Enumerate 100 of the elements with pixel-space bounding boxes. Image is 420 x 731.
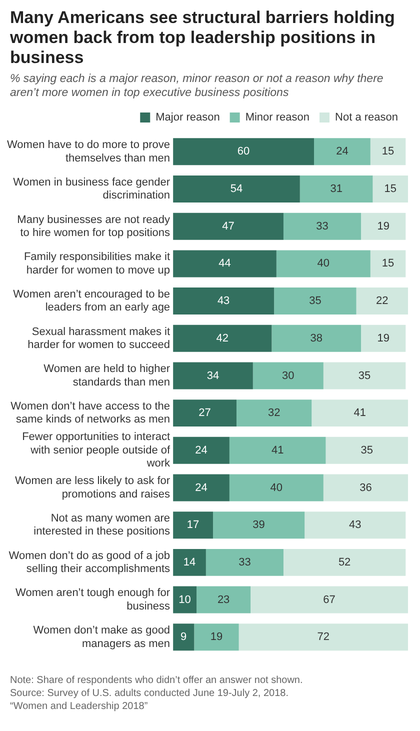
data-label: 35 [309, 295, 322, 308]
data-label: 41 [354, 407, 366, 420]
chart-title: Many Americans see structural barriers holding women back from top leadership positions in business [10, 8, 396, 68]
bar [173, 548, 206, 576]
bar [173, 324, 272, 352]
bar [304, 512, 406, 539]
legend-label: Major reason [156, 112, 220, 124]
y-tick-label: Family responsibilities make it harder for women to move up [24, 251, 170, 276]
data-label: 19 [377, 220, 390, 232]
text: “Women and Leadership 2018” [10, 700, 149, 713]
data-label: 33 [316, 220, 328, 232]
data-label: 39 [252, 519, 265, 532]
bar [372, 176, 408, 203]
bar [356, 288, 408, 315]
data-label: 14 [183, 556, 196, 568]
bar [272, 324, 362, 352]
bar [173, 138, 314, 166]
text: Note: Share of respondents who didn’t offer an answer not shown. [10, 674, 304, 687]
bar [173, 288, 274, 315]
bar [283, 212, 362, 240]
bar [229, 436, 326, 464]
y-tick-label: Women are held to higher standards than men [44, 363, 170, 388]
bar [173, 176, 300, 203]
data-label: 9 [180, 631, 187, 644]
data-label: 31 [330, 183, 342, 196]
bar [206, 548, 284, 576]
y-tick-label: Women don’t do as good of a job selling their accomplishments [8, 550, 171, 576]
data-label: 24 [195, 482, 208, 494]
data-label: 41 [271, 444, 284, 456]
data-label: 33 [238, 556, 251, 568]
bar [173, 512, 213, 539]
data-label: 40 [270, 482, 283, 494]
data-label: 10 [178, 594, 191, 606]
data-label: 15 [382, 146, 394, 158]
bar [300, 176, 373, 203]
data-label: 44 [218, 258, 231, 270]
data-label: 17 [186, 519, 200, 532]
y-tick-label: Many businesses are not ready to hire women for top positions [17, 214, 171, 239]
data-label: 34 [206, 370, 220, 382]
bar [236, 400, 312, 427]
data-label: 54 [230, 183, 243, 196]
data-label: 24 [336, 146, 348, 158]
data-label: 22 [376, 295, 388, 308]
bar [173, 474, 230, 502]
legend-label: Minor reason [245, 112, 310, 124]
bar [196, 586, 251, 614]
bar [323, 362, 406, 390]
y-tick-label: Women in business face gender discrimination [13, 176, 170, 202]
data-label: 27 [198, 407, 211, 420]
bar [370, 138, 406, 166]
y-tick-label: Women don’t make as good managers as men [33, 624, 170, 650]
bar [274, 288, 356, 315]
bar [173, 436, 230, 464]
bar [173, 400, 236, 427]
data-label: 36 [360, 482, 372, 494]
bar [276, 250, 370, 278]
bar [250, 586, 408, 614]
bar [252, 362, 324, 390]
bar [314, 138, 370, 166]
data-label: 72 [317, 631, 330, 644]
data-label: 47 [222, 220, 234, 232]
y-tick-label: Women don’t have access to the same kinds of networks as men [10, 400, 170, 426]
data-label: 67 [323, 594, 336, 606]
data-label: 52 [338, 556, 351, 568]
y-tick-label: Fewer opportunities to interact with senior people outside of work [22, 431, 171, 470]
y-tick-label: Women aren’t encouraged to be leaders from an early age [13, 288, 170, 314]
data-label: 15 [382, 258, 394, 270]
data-label: 24 [195, 444, 208, 456]
data-label: 30 [282, 370, 294, 382]
data-label: 43 [217, 295, 230, 308]
data-label: 42 [216, 332, 229, 344]
bar [312, 400, 408, 427]
y-tick-label: Women are less likely to ask for promotions and raises [14, 475, 171, 500]
bar [173, 212, 284, 240]
bar [326, 436, 408, 464]
bar [173, 362, 253, 390]
bar [323, 474, 408, 502]
bar [173, 586, 197, 614]
data-label: 38 [310, 332, 322, 344]
bar [238, 624, 408, 651]
data-label: 32 [268, 407, 280, 420]
data-label: 40 [317, 258, 330, 270]
bar [361, 212, 406, 240]
chart-subtitle: % saying each is a major reason, minor reason or not a reason why there aren’t more women in top executive business positions [10, 72, 384, 100]
data-label: 19 [210, 631, 223, 644]
data-label: 23 [217, 594, 230, 606]
bar [370, 250, 406, 278]
bar [212, 512, 305, 539]
bar [194, 624, 239, 651]
source-note: Source: Survey of U.S. adults conducted June 19-July 2, 2018. [10, 687, 290, 700]
y-tick-label: Women aren’t tough enough for business [16, 587, 171, 612]
data-label: 35 [360, 444, 374, 456]
data-label: 35 [358, 370, 371, 382]
y-tick-label: Not as many women are interested in these positions [34, 512, 171, 538]
bar [173, 624, 194, 651]
bar [361, 324, 406, 352]
y-tick-label: Sexual harassment makes it harder for women to succeed [28, 326, 170, 352]
y-tick-label: Women have to do more to prove themselves than men [6, 139, 170, 164]
bar [283, 548, 406, 576]
data-label: 19 [377, 332, 390, 344]
